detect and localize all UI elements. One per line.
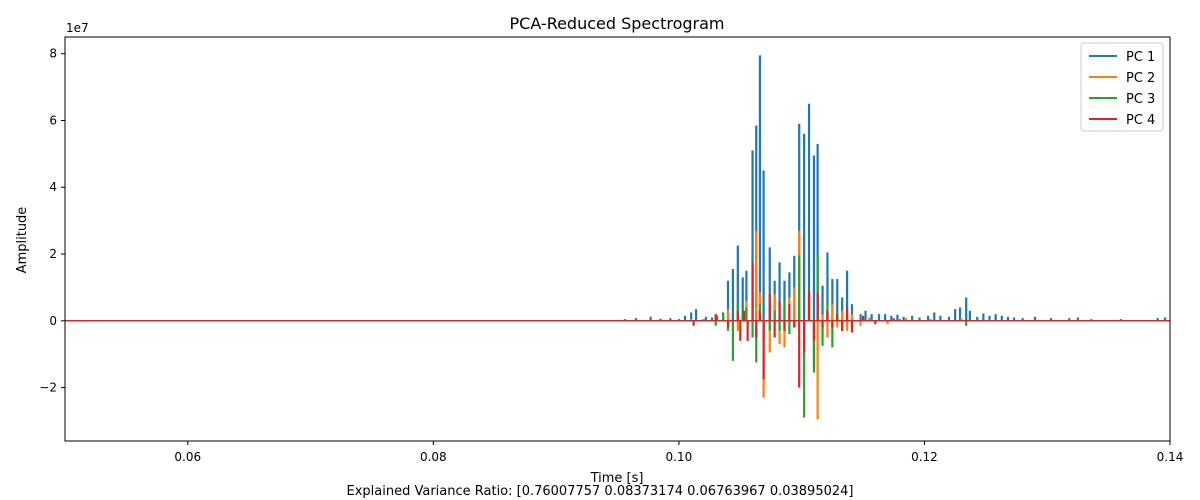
y-tick-label: 8 <box>49 47 57 61</box>
series-pc-1 <box>65 55 1170 322</box>
series-layer <box>65 55 1170 420</box>
y-tick-label: 4 <box>49 180 57 194</box>
plot-frame <box>64 36 1171 442</box>
x-tick-label: 0.14 <box>1157 450 1184 464</box>
y-axis-scale-label: 1e7 <box>66 21 89 35</box>
legend-label: PC 1 <box>1126 50 1155 65</box>
series-pc-2 <box>65 230 1170 420</box>
series-pc-3 <box>65 254 1170 418</box>
explained-variance-footer: Explained Variance Ratio: [0.76007757 0.… <box>346 484 854 499</box>
legend-item: PC 4 <box>1089 113 1155 128</box>
x-axis-label: Time [s] <box>590 471 644 486</box>
y-tick-label: 0 <box>49 314 57 328</box>
y-axis-label: Amplitude <box>15 207 30 274</box>
y-tick-label: 2 <box>49 247 57 261</box>
legend-item: PC 2 <box>1089 71 1155 86</box>
chart-title: PCA-Reduced Spectrogram <box>510 14 725 33</box>
legend-label: PC 2 <box>1126 71 1155 86</box>
legend-item: PC 3 <box>1089 92 1155 107</box>
legend-label: PC 3 <box>1126 92 1155 107</box>
x-tick-label: 0.06 <box>174 450 201 464</box>
x-tick-label: 0.12 <box>911 450 938 464</box>
legend-box <box>1080 42 1164 132</box>
ticks-layer: 0.06 0.08 0.10 0.12 0.14 −2 0 2 4 6 8 <box>39 47 1183 464</box>
legend-item: PC 1 <box>1089 50 1155 65</box>
legend: PC 1 PC 2 PC 3 PC 4 <box>1080 42 1164 132</box>
y-tick-label: −2 <box>39 381 57 395</box>
x-tick-label: 0.08 <box>420 450 447 464</box>
y-tick-label: 6 <box>49 113 57 127</box>
x-tick-label: 0.10 <box>666 450 693 464</box>
legend-label: PC 4 <box>1126 113 1155 128</box>
series-pc-4 <box>65 262 1170 388</box>
